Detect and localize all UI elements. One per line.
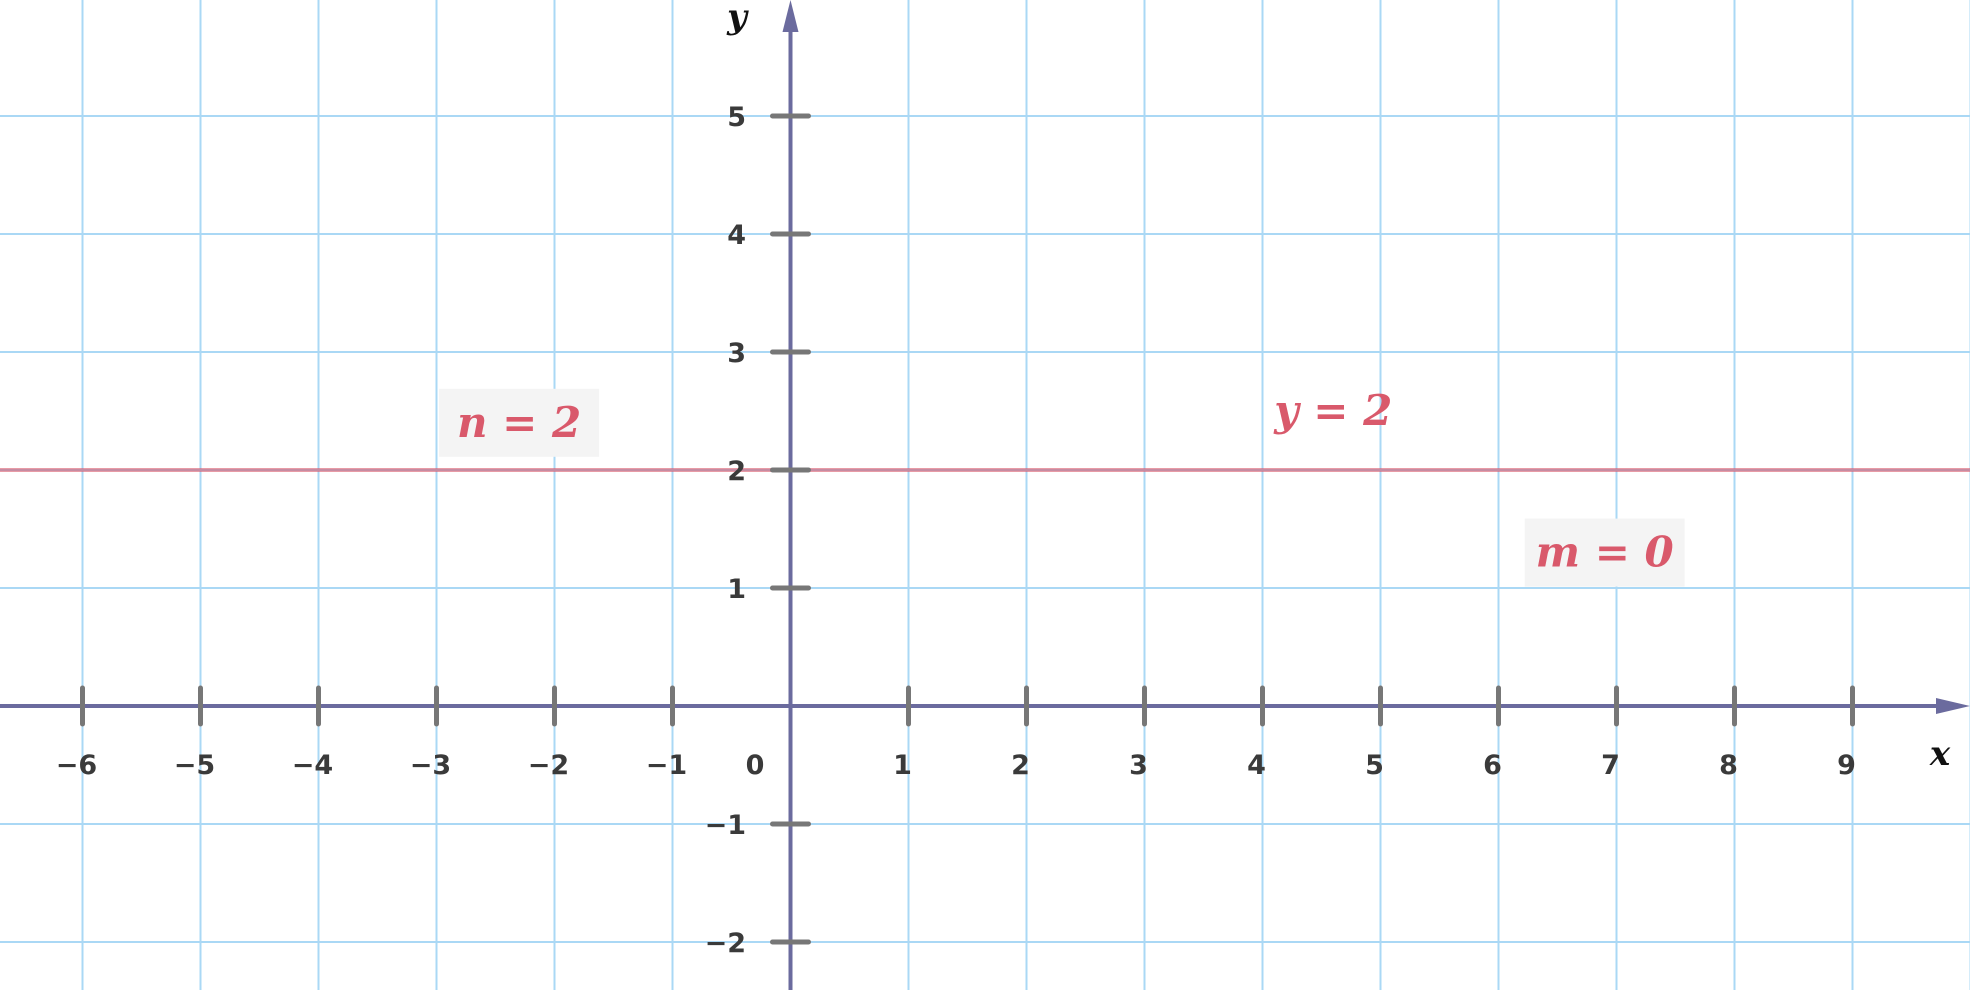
origin-label: 0 — [746, 750, 765, 781]
y-tick-label: 2 — [727, 456, 746, 487]
y-tick-label: −1 — [705, 810, 746, 841]
x-tick-label: 6 — [1483, 750, 1502, 781]
y-tick-label: 3 — [727, 338, 746, 369]
x-tick-label: 2 — [1011, 750, 1030, 781]
x-tick-label: −4 — [292, 750, 333, 781]
x-tick-label: 8 — [1719, 750, 1738, 781]
x-tick-label: −1 — [646, 750, 687, 781]
x-axis-arrow — [1936, 698, 1970, 714]
x-tick-label: 1 — [893, 750, 912, 781]
y-tick-label: 1 — [727, 574, 746, 605]
x-tick-label: 7 — [1601, 750, 1620, 781]
annotation-background — [439, 388, 600, 457]
annotation-background — [1524, 518, 1685, 587]
x-tick-label: 3 — [1129, 750, 1148, 781]
x-tick-label: 5 — [1365, 750, 1384, 781]
y-tick-label: 4 — [727, 220, 746, 251]
y-axis-arrow — [782, 0, 799, 32]
x-tick-label: −5 — [174, 750, 215, 781]
x-tick-label: −3 — [410, 750, 451, 781]
x-tick-label: 4 — [1247, 750, 1266, 781]
x-tick-label: −2 — [528, 750, 569, 781]
x-axis-label: x — [1929, 734, 1951, 774]
y-axis-label: y — [726, 0, 749, 37]
ticks: −6 −5 −4 −3 −2 −1 1 2 3 4 5 6 7 8 9 −2 −1 1 2 3 4 5 0 — [56, 102, 1856, 959]
annotations: n = 2 y = 2 m = 0 — [439, 386, 1685, 587]
y-tick-label: −2 — [705, 928, 746, 959]
annotation-y: y = 2 — [1273, 386, 1392, 435]
y-tick-label: 5 — [727, 102, 746, 133]
x-tick-label: 9 — [1837, 750, 1856, 781]
annotation-n: n = 2 — [457, 398, 581, 447]
x-tick-label: −6 — [56, 750, 97, 781]
annotation-m: m = 0 — [1536, 528, 1674, 577]
